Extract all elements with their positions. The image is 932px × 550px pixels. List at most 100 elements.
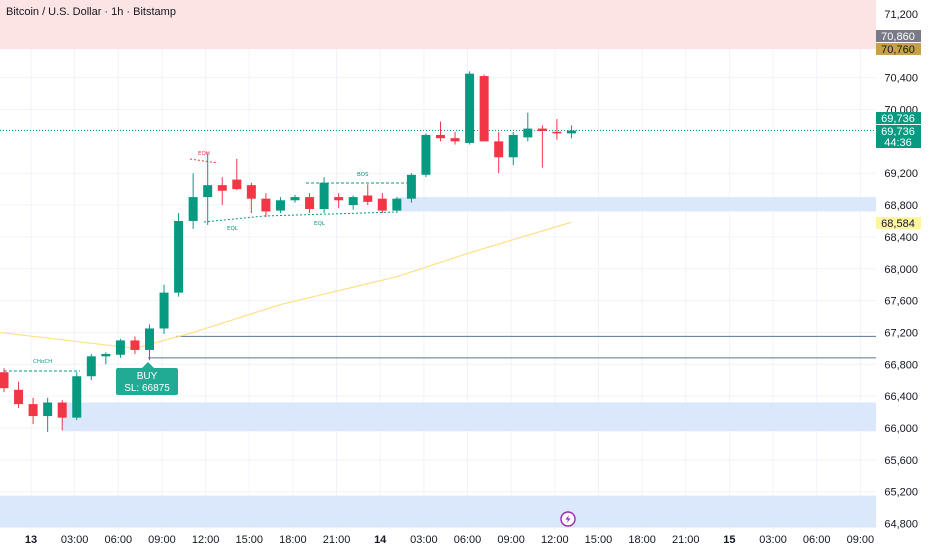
candle [188, 173, 198, 229]
candle-body [159, 292, 169, 329]
price-tag-bg [876, 217, 921, 229]
candle [421, 133, 431, 178]
candle-body [261, 198, 271, 212]
candle [28, 397, 38, 425]
time-tick-label: 06:00 [803, 534, 831, 546]
candle [348, 195, 358, 210]
candle-body [174, 220, 184, 293]
candle [377, 193, 387, 214]
candle [145, 324, 154, 361]
price-tag-bg [876, 30, 921, 42]
candle [0, 368, 9, 393]
chart-grid [0, 0, 876, 530]
candle-body [450, 138, 460, 142]
candle [566, 125, 576, 139]
candle-body [523, 128, 533, 138]
candle [232, 158, 242, 190]
time-tick-label: 12:00 [541, 534, 569, 546]
time-tick-label: 06:00 [454, 534, 482, 546]
time-tick-label: 09:00 [148, 534, 176, 546]
time-tick-label: 21:00 [323, 534, 351, 546]
candle [334, 193, 344, 209]
buy-label: BUY [137, 371, 158, 382]
time-tick-label: 21:00 [672, 534, 700, 546]
choch-label: CHoCH [33, 359, 52, 365]
eql-line-1 [203, 215, 265, 223]
buy-sl-label: SL: 66875 [124, 383, 170, 394]
candle [450, 131, 460, 145]
candle [552, 119, 562, 140]
price-tick-label: 65,600 [884, 455, 918, 467]
candle-body [363, 195, 373, 202]
candle [115, 338, 125, 358]
zones-layer [0, 0, 876, 528]
price-tick-label: 66,000 [884, 423, 918, 435]
price-tag-bg [876, 112, 921, 124]
candle-body [188, 197, 198, 221]
price-axis[interactable]: 71,20070,40070,00069,20068,80068,40068,0… [884, 9, 918, 531]
candle-body [377, 198, 387, 211]
candle-body [232, 179, 242, 190]
bos-label: BOS [357, 172, 369, 178]
eql-label-2: EQL [314, 221, 326, 227]
candle-body [72, 376, 82, 418]
time-tick-label: 15:00 [585, 534, 613, 546]
candle [392, 197, 402, 214]
time-axis[interactable]: 13 03:00 06:00 09:00 12:00 15:00 18:00 21:00 14 0… [25, 534, 874, 546]
buy-signal[interactable]: BUY SL: 66875 [116, 362, 178, 395]
time-tick-label: 13 [25, 534, 37, 546]
time-tick-label: 06:00 [105, 534, 133, 546]
candle-body [145, 328, 154, 350]
horizontal-lines-layer [0, 130, 876, 359]
candle-body [508, 134, 518, 158]
price-tick-label: 71,200 [884, 9, 918, 21]
price-tick-label: 64,800 [884, 519, 918, 531]
moving-average-line [0, 221, 572, 349]
price-tag-bg [876, 43, 921, 55]
candle [14, 381, 24, 409]
candle [465, 71, 475, 145]
time-tick-label: 09:00 [847, 534, 875, 546]
candle [406, 173, 416, 203]
candle-body [130, 340, 140, 350]
eqh-label: EQH [198, 151, 210, 157]
lightning-icon[interactable] [560, 511, 576, 527]
buy-arrow [142, 362, 154, 368]
eql-label-1: EQL [227, 226, 239, 232]
candle [43, 397, 53, 432]
candle-body [101, 353, 111, 357]
candle [523, 112, 533, 142]
price-tag-label: 70,760 [881, 44, 915, 56]
buy-box [116, 368, 178, 395]
candle-body [290, 197, 300, 201]
candle-body [494, 141, 504, 158]
candle-body [421, 134, 431, 175]
demand-zone [0, 495, 876, 528]
eql-line-2 [263, 211, 397, 217]
candle-body [275, 200, 285, 211]
candle-body [217, 185, 227, 191]
price-tag-label: 69,736 [881, 126, 915, 138]
candle-body [14, 389, 24, 405]
supply-zone [0, 0, 876, 49]
candle-body [348, 197, 358, 206]
candle-body [552, 131, 562, 134]
candle [217, 177, 227, 206]
price-tag-bg [876, 136, 921, 148]
price-tick-label: 66,800 [884, 359, 918, 371]
time-tick-label: 18:00 [279, 534, 307, 546]
candle [57, 400, 67, 431]
price-tick-label: 67,600 [884, 296, 918, 308]
time-tick-label: 18:00 [628, 534, 656, 546]
candle [319, 177, 329, 214]
price-tick-label: 66,400 [884, 391, 918, 403]
candle-body [566, 130, 576, 134]
candle [72, 372, 82, 421]
candle-body [115, 340, 125, 355]
time-tick-label: 12:00 [192, 534, 220, 546]
candle [261, 193, 271, 217]
demand-zone [396, 197, 876, 212]
candle-body [406, 174, 416, 199]
